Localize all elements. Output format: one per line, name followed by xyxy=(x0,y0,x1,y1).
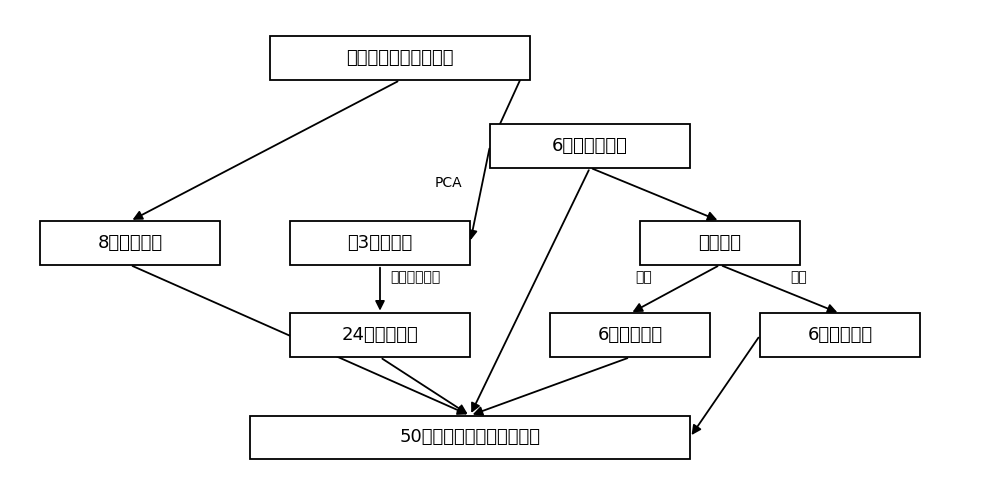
FancyBboxPatch shape xyxy=(550,313,710,357)
Text: 6个波段反射率: 6个波段反射率 xyxy=(552,137,628,155)
Text: 前3个主成分: 前3个主成分 xyxy=(347,234,413,252)
FancyBboxPatch shape xyxy=(290,221,470,265)
Text: PCA: PCA xyxy=(435,175,463,190)
Text: 6个低频信息: 6个低频信息 xyxy=(597,326,663,345)
Text: 24个纹理特征: 24个纹理特征 xyxy=(342,326,418,345)
Text: 50个特征组成的原始特征集: 50个特征组成的原始特征集 xyxy=(400,428,540,447)
Text: 8种植被指数: 8种植被指数 xyxy=(97,234,163,252)
Text: 低通: 低通 xyxy=(635,270,652,284)
FancyBboxPatch shape xyxy=(640,221,800,265)
Text: 卷积滤波: 卷积滤波 xyxy=(698,234,742,252)
FancyBboxPatch shape xyxy=(490,124,690,168)
FancyBboxPatch shape xyxy=(40,221,220,265)
Text: 预处理后的反射率图像: 预处理后的反射率图像 xyxy=(346,49,454,68)
FancyBboxPatch shape xyxy=(760,313,920,357)
Text: 灰度共生矩阵: 灰度共生矩阵 xyxy=(390,270,440,284)
FancyBboxPatch shape xyxy=(250,416,690,459)
FancyBboxPatch shape xyxy=(290,313,470,357)
FancyBboxPatch shape xyxy=(270,36,530,80)
Text: 6个高频信息: 6个高频信息 xyxy=(807,326,873,345)
Text: 高通: 高通 xyxy=(790,270,807,284)
